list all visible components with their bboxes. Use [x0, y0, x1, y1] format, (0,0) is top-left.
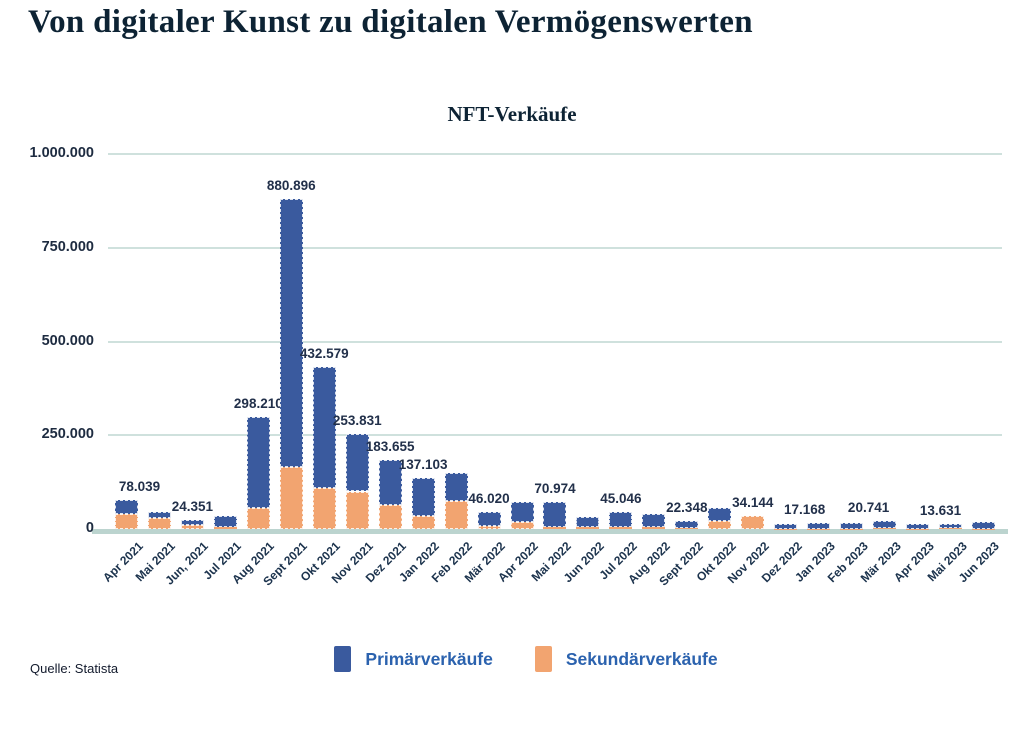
- bar-segment-secondary: [741, 516, 765, 529]
- bar-segment-primary: [477, 511, 501, 526]
- bar-segment-secondary: [873, 528, 897, 529]
- gridline: [108, 434, 1002, 437]
- bar-segment-secondary: [675, 527, 699, 529]
- bar-segment-secondary: [477, 526, 501, 529]
- bar-segment-secondary: [345, 491, 369, 529]
- legend-item-primary: Primärverkäufe: [334, 646, 520, 672]
- bar-segment-secondary: [279, 467, 303, 529]
- bar-segment-primary: [411, 477, 435, 516]
- bar-segment-secondary: [147, 517, 171, 529]
- bar-value-label: 432.579: [299, 345, 349, 361]
- bar-segment-secondary: [510, 521, 534, 529]
- bar-segment-primary: [147, 511, 171, 518]
- y-axis-tick: 1.000.000: [29, 145, 94, 161]
- legend-label-secondary: Sekundärverkäufe: [565, 648, 718, 669]
- bar-segment-primary: [906, 523, 930, 529]
- x-axis-baseline: [92, 529, 1008, 534]
- gridline: [108, 153, 1002, 155]
- bar-segment-primary: [510, 502, 534, 522]
- chart-title: NFT-Verkäufe: [447, 102, 577, 126]
- y-axis-tick: 500.000: [41, 332, 94, 349]
- bar-segment-secondary: [213, 526, 237, 529]
- bar-segment-primary: [576, 516, 600, 528]
- bar-segment-primary: [642, 514, 666, 528]
- bar-segment-secondary: [411, 515, 435, 529]
- bar-segment-primary: [345, 433, 369, 492]
- bar-segment-primary: [774, 523, 798, 529]
- chart-legend: Primärverkäufe Sekundärverkäufe: [28, 646, 1024, 672]
- bar-value-label: 45.046: [600, 491, 642, 507]
- bar-segment-primary: [246, 417, 270, 509]
- bar-value-label: 17.168: [784, 501, 826, 517]
- legend-label-primary: Primärverkäufe: [365, 648, 493, 669]
- bar-value-label: 137.103: [398, 456, 448, 472]
- bar-value-label: 253.831: [332, 412, 382, 428]
- bar-value-label: 298.210: [233, 396, 283, 412]
- bar-segment-primary: [708, 508, 732, 521]
- bar-segment-secondary: [115, 513, 138, 529]
- bar-segment-secondary: [246, 508, 270, 529]
- bar-value-label: 46.020: [468, 490, 510, 506]
- bar-value-label: 24.351: [171, 498, 214, 514]
- bar-segment-primary: [939, 523, 962, 529]
- bar-segment-primary: [840, 523, 864, 529]
- bar-segment-secondary: [312, 487, 336, 529]
- bar-segment-secondary: [180, 524, 204, 529]
- bar-value-label: 13.631: [919, 502, 962, 518]
- bar-segment-primary: [312, 366, 336, 488]
- bar-segment-primary: [378, 460, 402, 505]
- bar-segment-primary: [675, 520, 699, 528]
- y-axis-tick: 0: [85, 520, 94, 536]
- bar-segment-secondary: [708, 520, 732, 529]
- bar-segment-primary: [213, 516, 237, 527]
- bar-segment-primary: [873, 521, 897, 529]
- bar-segment-primary: [609, 512, 633, 527]
- bar-value-label: 34.144: [732, 495, 774, 511]
- bar-segment-secondary: [576, 527, 600, 529]
- legend-item-secondary: Sekundärverkäufe: [534, 646, 746, 672]
- bar-segment-secondary: [444, 500, 468, 529]
- bar-segment-secondary: [543, 527, 567, 529]
- bar-segment-primary: [807, 522, 831, 529]
- gridline: [108, 340, 1002, 343]
- source-note: Quelle: Statista: [30, 661, 119, 676]
- bar-value-label: 70.974: [534, 481, 576, 497]
- bar-segment-secondary: [609, 526, 633, 529]
- page-title: Von digitaler Kunst zu digitalen Vermöge…: [28, 4, 753, 40]
- legend-swatch-primary-icon: [334, 646, 352, 672]
- bar-segment-primary: [115, 499, 138, 514]
- bar-value-label: 78.039: [118, 478, 161, 494]
- bar-segment-primary: [444, 472, 468, 501]
- gridline: [108, 246, 1002, 249]
- y-axis-tick: 750.000: [41, 238, 94, 255]
- legend-swatch-secondary-icon: [534, 646, 552, 672]
- bar-segment-secondary: [939, 528, 962, 529]
- bar-segment-primary: [279, 198, 303, 468]
- bar-value-label: 22.348: [666, 499, 708, 515]
- bar-value-label: 183.655: [365, 439, 415, 455]
- bar-segment-primary: [971, 522, 995, 529]
- bar-segment-primary: [180, 519, 204, 525]
- bar-segment-primary: [543, 502, 567, 528]
- bar-segment-secondary: [378, 504, 402, 529]
- y-axis-tick: 250.000: [41, 426, 94, 443]
- bar-value-label: 20.741: [847, 500, 890, 516]
- bar-value-label: 880.896: [266, 177, 316, 193]
- bar-segment-secondary: [642, 527, 666, 529]
